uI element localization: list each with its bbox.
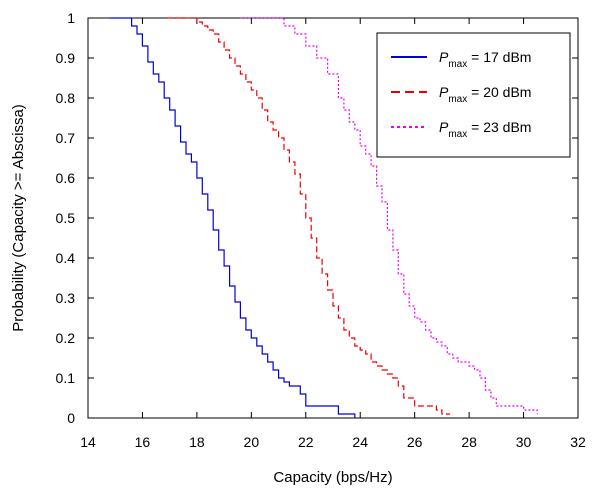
x-tick-label: 22 xyxy=(298,434,314,450)
legend: Pmax = 17 dBm Pmax = 20 dBm Pmax = 23 dBm xyxy=(376,32,571,158)
x-tick-label: 32 xyxy=(570,434,586,450)
y-tick-label: 0.5 xyxy=(56,210,76,226)
y-tick-label: 0 xyxy=(67,410,75,426)
y-tick-label: 0.2 xyxy=(56,330,76,346)
y-axis-title: Probability (Capacity >= Abscissa) xyxy=(10,104,27,332)
y-tick-label: 0.1 xyxy=(56,370,76,386)
y-tick-label: 0.8 xyxy=(56,90,76,106)
legend-label-3: Pmax = 23 dBm xyxy=(439,119,531,140)
x-tick-label: 30 xyxy=(516,434,532,450)
y-tick-label: 0.7 xyxy=(56,130,76,146)
y-tick-label: 1 xyxy=(67,10,75,26)
x-tick-label: 28 xyxy=(461,434,477,450)
x-tick-label: 24 xyxy=(352,434,368,450)
legend-box xyxy=(376,32,571,158)
y-tick-label: 0.6 xyxy=(56,170,76,186)
x-tick-label: 14 xyxy=(80,434,96,450)
x-axis-title: Capacity (bps/Hz) xyxy=(273,469,392,486)
x-tick-label: 20 xyxy=(244,434,260,450)
y-tick-label: 0.4 xyxy=(56,250,76,266)
legend-label-2: Pmax = 20 dBm xyxy=(439,84,531,105)
x-tick-label: 16 xyxy=(135,434,151,450)
x-tick-label: 18 xyxy=(189,434,205,450)
y-tick-label: 0.9 xyxy=(56,50,76,66)
series-line-1 xyxy=(109,17,356,418)
plot-area xyxy=(109,17,538,418)
x-tick-label: 26 xyxy=(407,434,423,450)
y-axis: 0 0.1 0.2 0.3 0.4 0.5 0.6 0.7 0.8 0.9 1 xyxy=(56,10,578,426)
x-axis: 14 16 18 20 22 24 26 28 30 32 xyxy=(80,18,586,450)
y-tick-label: 0.3 xyxy=(56,290,76,306)
legend-label-1: Pmax = 17 dBm xyxy=(439,49,531,70)
series-line-3 xyxy=(240,17,538,414)
